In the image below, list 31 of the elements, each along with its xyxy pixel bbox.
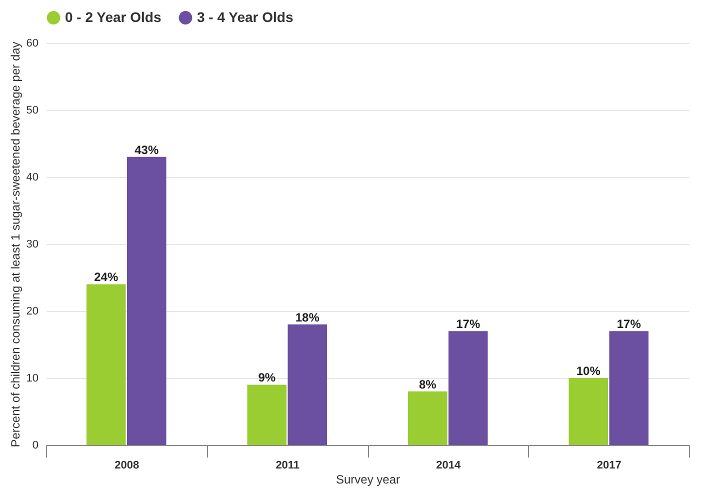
data-label: 43% (134, 142, 159, 157)
data-label: 9% (258, 370, 276, 385)
bar (568, 378, 608, 445)
x-axis-title: Survey year (336, 472, 400, 486)
bar (126, 156, 166, 445)
x-tick-label: 2017 (596, 460, 622, 472)
bar (448, 331, 488, 445)
y-tick-label: 60 (26, 38, 38, 50)
data-label: 8% (418, 377, 437, 392)
y-axis-title: Percent of children consuming at least 1 sugar-sweetened beverage per day (8, 42, 22, 448)
y-tick-label: 50 (26, 104, 38, 116)
bar (247, 384, 287, 445)
bar (609, 331, 649, 445)
x-tick-label: 2008 (114, 460, 140, 472)
legend-label: 0 - 2 Year Olds (65, 8, 162, 25)
y-tick-label: 20 (26, 306, 38, 318)
bar (408, 391, 448, 445)
y-tick-label: 10 (26, 372, 38, 384)
data-label: 17% (456, 317, 480, 332)
data-label: 24% (94, 270, 118, 284)
y-tick-label: 30 (26, 238, 38, 250)
data-label: 17% (616, 317, 642, 332)
bar (86, 284, 126, 445)
data-label: 18% (295, 310, 320, 324)
x-tick-label: 2014 (436, 460, 462, 472)
y-tick-label: 40 (26, 172, 38, 184)
data-label: 10% (576, 364, 601, 378)
x-tick-label: 2011 (276, 460, 300, 472)
legend-label: 3 - 4 Year Olds (197, 8, 294, 25)
bar (288, 324, 328, 445)
y-tick-label: 0 (32, 440, 38, 452)
